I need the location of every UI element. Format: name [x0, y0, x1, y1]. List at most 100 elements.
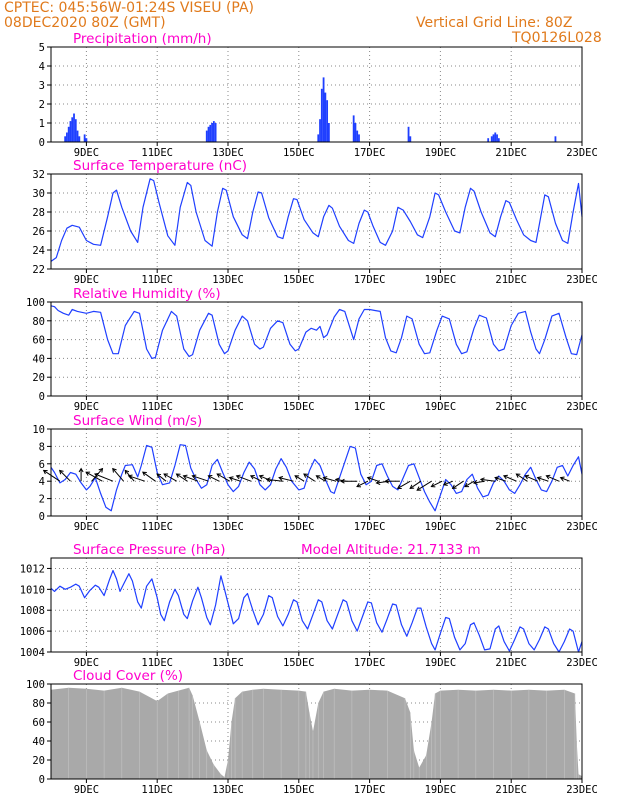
y-tick-label: 80 [32, 698, 45, 710]
panel-press: 1004 1006 1008 1010 1012 9DEC 11DEC 13DEC 15DEC 1… [20, 542, 598, 669]
wind-vector [250, 475, 262, 482]
wind-arrowhead [94, 472, 99, 478]
wind-arrowhead [175, 473, 181, 478]
precip-bar [76, 130, 79, 142]
precip-bar [205, 130, 208, 142]
wind-vector [323, 477, 337, 482]
x-tick-label: 11DEC [141, 657, 173, 669]
x-tick-label: 13DEC [212, 147, 244, 159]
wind-vector [278, 477, 294, 482]
x-tick-label: 19DEC [425, 147, 457, 159]
temp-series-line [50, 178, 583, 262]
wind-arrowhead [545, 474, 551, 480]
wind-vector [303, 473, 316, 482]
x-tick-label: 15DEC [283, 657, 315, 669]
wind-vector [524, 475, 538, 482]
precip-bar [71, 117, 74, 142]
x-tick-label: 9DEC [74, 274, 99, 286]
wind-vector [416, 480, 432, 491]
wind-vector [259, 475, 273, 482]
x-tick-label: 21DEC [495, 401, 527, 413]
wind-vector [294, 475, 305, 482]
wind-vector [464, 480, 475, 488]
x-tick-label: 23DEC [566, 274, 598, 286]
x-tick-label: 21DEC [495, 147, 527, 159]
press-series-line [50, 569, 583, 653]
precip-bar [212, 121, 215, 142]
precip-bar [209, 124, 212, 142]
y-tick-label: 3 [39, 80, 45, 92]
x-tick-label: 11DEC [141, 401, 173, 413]
precip-bar [85, 138, 88, 142]
wind-arrowhead [559, 476, 565, 482]
wind-arrowhead [294, 475, 300, 480]
wind-series-line [50, 444, 583, 512]
precip-bar [322, 77, 325, 142]
panel-precip: 0 1 2 3 4 5 9DEC 11DEC 13DEC 15DEC 17DEC 19DEC 21DEC… [39, 31, 598, 159]
panel-title: Cloud Cover (%) [73, 668, 183, 684]
precip-bar [326, 100, 329, 142]
wind-arrowhead [303, 473, 308, 478]
precip-bar [78, 136, 81, 142]
wind-vector [163, 473, 177, 482]
wind-arrowhead [182, 474, 188, 480]
x-tick-label: 19DEC [425, 521, 457, 533]
wind-arrowhead [479, 477, 485, 483]
wind-arrowhead [442, 481, 448, 486]
x-tick-label: 19DEC [425, 657, 457, 669]
y-tick-label: 40 [32, 736, 45, 748]
chart-header: CPTEC: 045:56W-01:24S VISEU (PA) 08DEC20… [0, 0, 618, 48]
wind-vector [59, 470, 71, 482]
grid-line-info: Vertical Grid Line: 80Z [416, 15, 573, 31]
y-tick-label: 1008 [20, 605, 45, 617]
wind-vector [537, 477, 549, 482]
wind-vector [503, 475, 517, 482]
precip-bar [214, 123, 217, 142]
precip-bar [73, 113, 75, 142]
x-tick-label: 17DEC [354, 657, 386, 669]
x-tick-label: 15DEC [283, 521, 315, 533]
panel-title: Surface Wind (m/s) [73, 413, 202, 429]
wind-vector [183, 475, 199, 482]
panel-cloud: 0 20 40 60 80 100 9DEC 11DEC 13DEC 15DEC 17DEC 19DE… [26, 668, 598, 796]
panel-frame [50, 428, 583, 517]
wind-arrowhead [156, 473, 162, 478]
y-tick-label: 0 [39, 137, 45, 149]
x-tick-label: 21DEC [495, 657, 527, 669]
wind-vector [560, 477, 570, 482]
x-tick-label: 13DEC [212, 657, 244, 669]
wind-arrowhead [409, 484, 415, 489]
precip-bar [207, 126, 210, 142]
x-tick-label: 15DEC [283, 147, 315, 159]
wind-arrowhead [515, 473, 521, 478]
station-info: CPTEC: 045:56W-01:24S VISEU (PA) [4, 0, 255, 16]
y-tick-label: 0 [39, 774, 45, 786]
x-tick-label: 11DEC [141, 784, 173, 796]
x-tick-label: 21DEC [495, 521, 527, 533]
wind-vector [452, 480, 464, 489]
precip-bar [317, 134, 320, 142]
wind-vector [192, 475, 209, 482]
wind-vector [216, 473, 231, 482]
x-tick-label: 19DEC [425, 401, 457, 413]
wind-arrowhead [58, 469, 64, 475]
rh-series-line [50, 305, 583, 359]
wind-vector [480, 478, 496, 482]
wind-vector [208, 475, 220, 482]
x-tick-label: 19DEC [425, 784, 457, 796]
y-tick-label: 60 [32, 717, 45, 729]
x-tick-label: 17DEC [354, 784, 386, 796]
precip-bar [324, 92, 327, 142]
x-tick-label: 9DEC [74, 784, 99, 796]
y-tick-label: 100 [26, 679, 45, 691]
wind-vector [236, 475, 252, 482]
y-tick-label: 1006 [20, 626, 45, 638]
x-tick-label: 17DEC [354, 401, 386, 413]
precip-bar [320, 88, 323, 142]
y-tick-label: 1010 [20, 584, 45, 596]
wind-arrowhead [524, 474, 530, 480]
x-tick-label: 13DEC [212, 401, 244, 413]
wind-arrowhead [451, 484, 457, 489]
x-tick-label: 21DEC [495, 274, 527, 286]
